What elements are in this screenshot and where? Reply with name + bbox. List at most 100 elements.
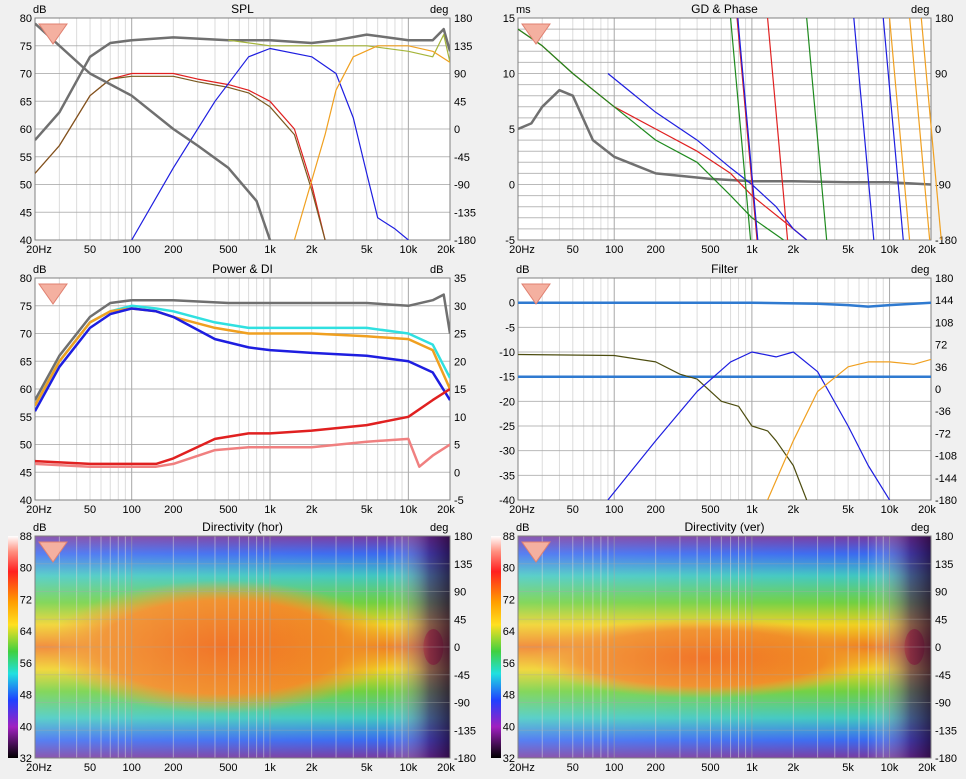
spl-y-tick: 70 [20, 69, 32, 81]
dir_ver-scale-tick: 32 [503, 753, 515, 765]
dir_hor-heatmap-shade [35, 536, 450, 758]
gd-x-tick: 20Hz [509, 244, 535, 256]
dir_hor-y2-tick: -90 [454, 698, 470, 710]
dir_hor-x-tick: 100 [123, 762, 141, 774]
spl-y2-tick: -90 [454, 180, 470, 192]
power-right-unit: dB [430, 264, 443, 276]
power-y2-tick: 0 [454, 467, 460, 479]
filter-y-tick: -15 [499, 372, 515, 384]
filter-y-tick: -30 [499, 446, 515, 458]
power-x-tick: 500 [219, 504, 237, 516]
filter-x-tick: 50 [567, 504, 579, 516]
dir_ver-y2-tick: 45 [935, 614, 947, 626]
gd-y2-tick: 180 [935, 13, 953, 25]
dir_hor-y2-tick: 0 [454, 642, 460, 654]
filter-x-tick: 1k [746, 504, 758, 516]
dir_hor-left-unit: dB [33, 522, 46, 534]
dir_hor-x-tick: 500 [219, 762, 237, 774]
power-series-gray_thick [35, 293, 450, 401]
spl-y-tick: 45 [20, 207, 32, 219]
dir_hor-x-tick: 50 [84, 762, 96, 774]
spl-series-gray_thick [35, 27, 450, 141]
filter-left-unit: dB [516, 264, 529, 276]
filter-plot-area [518, 278, 931, 500]
power-series-pink [35, 437, 450, 468]
gd-right-unit: deg [911, 4, 929, 16]
dir_hor-color-bar [8, 536, 18, 758]
spl-y2-tick: 135 [454, 41, 472, 53]
dir_hor-x-tick: 20Hz [26, 762, 52, 774]
spl-right-unit: deg [430, 4, 448, 16]
gd-series-green [518, 28, 784, 240]
filter-y2-tick: 0 [935, 384, 941, 396]
dir_hor-scale-tick: 72 [20, 594, 32, 606]
spl-chart: SPL dB deg 80 75 70 65 60 55 50 45 40 180 135 90 45 0 -45… [20, 2, 476, 256]
filter-y2-tick: -144 [935, 473, 957, 485]
dir_ver-y2-tick: -90 [935, 698, 951, 710]
dir_ver-right-unit: deg [911, 522, 929, 534]
dir_hor-logo-icon [38, 541, 68, 563]
dir_hor-title: Directivity (hor) [202, 520, 283, 534]
dir_ver-color-bar [491, 536, 501, 758]
gd-phase-wrap [736, 17, 758, 241]
spl-y-tick: 65 [20, 96, 32, 108]
gd-phase-wrap [729, 17, 752, 241]
dir_hor-x-tick: 2k [306, 762, 318, 774]
filter-chart: Filter dB deg 0 -5 -10 -15 -20 -25 -30 -35 -40 180 14… [499, 262, 957, 516]
power-y-tick: 70 [20, 329, 32, 341]
dir_hor-scale-tick: 88 [20, 531, 32, 543]
power-series-orange [35, 307, 450, 407]
spl-x-tick: 20Hz [26, 244, 52, 256]
dir_hor-y2-tick: -180 [454, 753, 476, 765]
spl-y2-tick: 90 [454, 69, 466, 81]
filter-right-unit: deg [911, 264, 929, 276]
filter-y2-tick: 108 [935, 317, 953, 329]
spl-series-olive [228, 33, 450, 63]
dir_hor-y2-tick: -135 [454, 725, 476, 737]
filter-y2-tick: 36 [935, 362, 947, 374]
power-x-tick: 100 [123, 504, 141, 516]
gd-x-tick: 100 [605, 244, 623, 256]
power-x-tick: 50 [84, 504, 96, 516]
spl-frame [34, 17, 451, 241]
power-y-tick: 65 [20, 356, 32, 368]
power-y-tick: 40 [20, 495, 32, 507]
power-x-tick: 10k [399, 504, 417, 516]
power-y2-tick: 15 [454, 384, 466, 396]
power-y2-tick: 20 [454, 356, 466, 368]
dir_ver-scale-tick: 40 [503, 721, 515, 733]
gd-series-gray_thick [518, 88, 931, 186]
spl-x-tick: 2k [306, 244, 318, 256]
filter-x-tick: 10k [881, 504, 899, 516]
spl-y2-tick: 180 [454, 13, 472, 25]
dir_hor-x-tick: 1k [264, 762, 276, 774]
filter-y-tick: -35 [499, 470, 515, 482]
spl-y-tick: 60 [20, 124, 32, 136]
power-y-tick: 55 [20, 412, 32, 424]
filter-series-blue [607, 351, 891, 500]
filter-series-darkolive [518, 353, 808, 500]
filter-frame [517, 277, 932, 501]
spl-series-brown [35, 75, 326, 240]
dir_hor-y2-tick: 45 [454, 614, 466, 626]
filter-y2-tick: -72 [935, 428, 951, 440]
spl-x-tick: 50 [84, 244, 96, 256]
dir_hor-x-tick: 20k [437, 762, 455, 774]
spl-x-tick: 500 [219, 244, 237, 256]
power-y2-tick: -5 [454, 495, 464, 507]
gd-y2-tick: -180 [935, 235, 957, 247]
dir_hor-y2-tick: 135 [454, 559, 472, 571]
dir_hor-scale-tick: 32 [20, 753, 32, 765]
dir_ver-x-tick: 1k [746, 762, 758, 774]
dir_hor-right-unit: deg [430, 522, 448, 534]
spl-y-tick: 55 [20, 152, 32, 164]
spl-y-tick: 75 [20, 41, 32, 53]
spl-y2-tick: 45 [454, 96, 466, 108]
spl-y-tick: 50 [20, 180, 32, 192]
dir_ver-y2-tick: 0 [935, 642, 941, 654]
spl-x-tick: 1k [264, 244, 276, 256]
dir_hor-chart: Directivity (hor) dB deg 88 80 72 64 56 48 40 32 18… [8, 520, 476, 774]
filter-y2-tick: -180 [935, 495, 957, 507]
